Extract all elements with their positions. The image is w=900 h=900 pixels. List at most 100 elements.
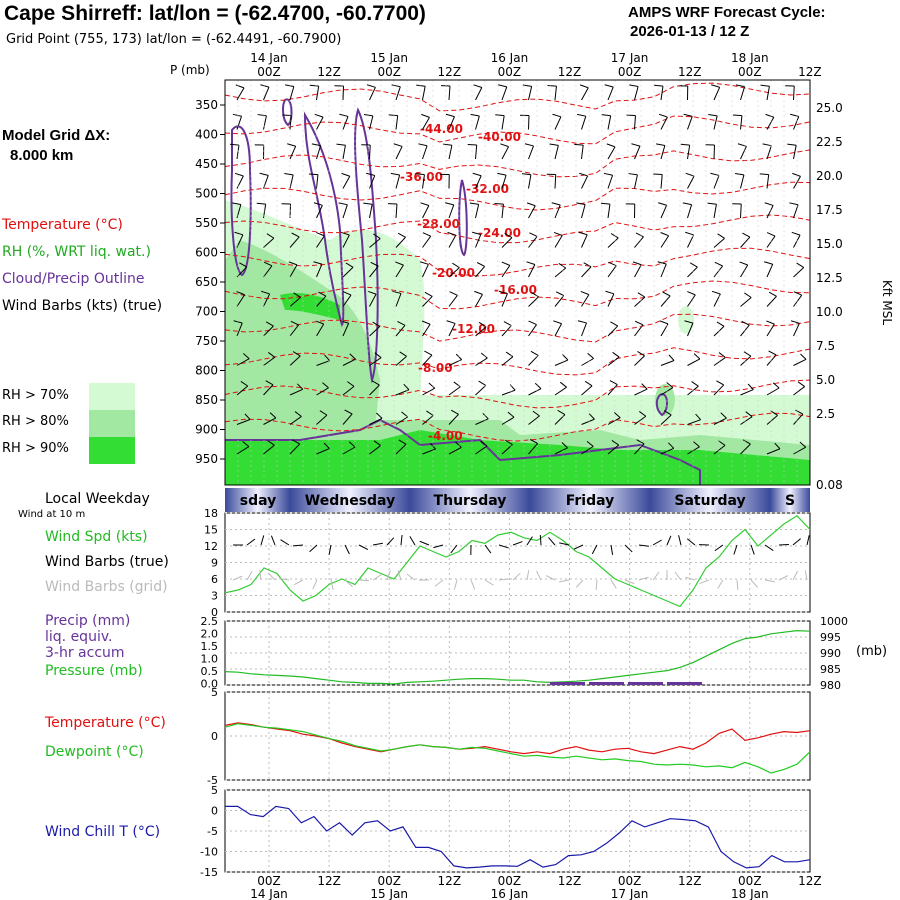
wind-barb-staff — [740, 86, 746, 101]
grid-wind-barb — [699, 579, 710, 585]
weekday-segment — [770, 488, 810, 512]
grid-wind-barb — [685, 576, 696, 581]
surface-wind-barb — [733, 544, 738, 555]
wind-barb — [363, 202, 373, 219]
wind-barb — [660, 410, 672, 425]
wind-barb-flag — [504, 232, 513, 239]
wind-barb-staff — [634, 355, 645, 366]
height-tick-label: 10.0 — [816, 305, 843, 319]
top-date-label: 15 Jan — [370, 51, 408, 65]
isotherm-label: -4.00 — [428, 429, 463, 443]
wind-barb-flag — [685, 172, 695, 177]
wind-barb — [316, 291, 327, 307]
wind-barb — [422, 382, 436, 396]
wind-barb — [684, 320, 694, 337]
panel-tick-label: -5 — [207, 774, 218, 787]
wind-barb-staff — [793, 145, 797, 160]
wind-barb-flag — [308, 173, 318, 176]
wind-barb — [554, 291, 565, 307]
wind-barb-staff — [316, 116, 324, 130]
wind-barb-staff — [422, 86, 426, 101]
wind-barb — [528, 232, 538, 248]
wind-barb-flag — [557, 409, 566, 416]
wind-barb-staff — [422, 174, 425, 189]
wind-barb — [713, 233, 725, 248]
wind-barb-staff — [342, 145, 346, 160]
wind-barb — [600, 202, 611, 219]
wind-barb — [254, 144, 265, 160]
wind-barb — [338, 202, 348, 219]
wind-barb-staff — [554, 145, 559, 160]
surface-wind-barb — [400, 535, 403, 546]
wind-barb-staff — [395, 416, 409, 425]
wind-barb-staff — [316, 295, 327, 307]
wind-barb-flag — [711, 290, 721, 295]
wind-barb — [710, 172, 720, 189]
wind-barb-staff — [395, 236, 406, 248]
surface-wind-barb — [624, 544, 633, 553]
wind-barb-staff — [687, 446, 700, 455]
wind-barb-flag — [708, 114, 718, 117]
grid-wind-barb — [470, 579, 476, 590]
surface-wind-barb — [610, 544, 614, 555]
wind-barb-flag — [611, 439, 620, 446]
wind-barb-staff — [369, 384, 380, 396]
wind-barb — [501, 351, 514, 366]
wind-barb — [315, 320, 325, 337]
wind-barb — [607, 380, 618, 396]
wind-barb-flag — [421, 320, 431, 325]
wind-barb — [445, 202, 455, 219]
wind-barb-flag — [287, 143, 296, 147]
surface-wind-barb — [591, 544, 598, 555]
wind-barb — [603, 172, 614, 189]
wind-barb — [263, 352, 276, 366]
wind-barb — [263, 380, 274, 396]
wind-barb-staff — [554, 359, 569, 366]
wind-barb-flag — [792, 172, 801, 177]
wind-barb-staff — [236, 385, 249, 396]
wind-barb-staff — [289, 355, 301, 366]
wind-barb-staff — [793, 358, 807, 366]
wind-barb — [553, 231, 563, 248]
wind-barb — [475, 440, 488, 455]
windchill-label: Wind Chill T (°C) — [45, 824, 161, 840]
wind-barb-staff — [475, 266, 486, 278]
wind-barb — [415, 173, 425, 189]
pressure-tick-label: 650 — [195, 275, 218, 289]
wind-barb-staff — [395, 146, 403, 160]
pressure-unit: (mb) — [856, 644, 887, 659]
wind-barb-staff — [501, 444, 513, 455]
wind-barb — [740, 232, 751, 248]
wind-barb-flag — [421, 113, 430, 118]
wind-barb-staff — [634, 174, 638, 189]
wind-barb — [495, 114, 505, 130]
wind-barb-flag — [424, 291, 433, 297]
isotherm-line — [224, 347, 811, 376]
wind-barb — [660, 291, 671, 307]
wind-barb-flag — [363, 113, 373, 117]
wind-barb-flag — [553, 320, 562, 325]
top-time-tick: 00Z — [377, 65, 401, 79]
weekday-label: Local Weekday — [45, 491, 150, 507]
wind-barb-staff — [528, 264, 536, 278]
isotherm-label: -32.00 — [466, 182, 509, 196]
grid-wind-barb — [559, 579, 570, 583]
wind-barb — [735, 84, 746, 101]
wind-barb — [660, 232, 670, 248]
wind-barb-flag — [291, 232, 300, 238]
wind-barb-staff — [660, 145, 666, 160]
wind-barb-staff — [475, 357, 488, 366]
cross-section-panel: -44.00-40.00-36.00-32.00-28.00-24.00-20.… — [170, 51, 894, 492]
wind-barb — [469, 202, 480, 219]
grid-wind-barb — [232, 575, 243, 581]
wind-barb — [369, 412, 383, 425]
wind-barb-staff — [766, 117, 775, 130]
wind-barb-staff — [475, 204, 480, 219]
wind-barb-flag — [397, 232, 406, 238]
wind-barb-flag — [770, 410, 778, 416]
bottom-date-label: 15 Jan — [370, 887, 408, 900]
wind-barb-staff — [289, 296, 301, 307]
wind-barb — [687, 413, 702, 425]
panel-tick-label: 990 — [820, 647, 841, 660]
